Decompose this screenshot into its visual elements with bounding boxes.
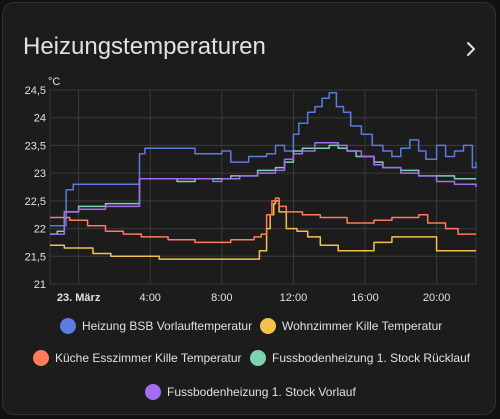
legend-item[interactable]: Fussbodenheizung 1. Stock Rücklauf [250,350,470,366]
chart-grid [49,89,477,285]
legend-label: Wohnzimmer Kille Temperatur [282,319,443,333]
x-tick-label: 12:00 [280,292,308,304]
legend-swatch [260,318,276,334]
legend-swatch [145,384,161,400]
legend-label: Fussbodenheizung 1. Stock Rücklauf [272,351,471,365]
series-line-1 [50,92,477,227]
legend-item[interactable]: Wohnzimmer Kille Temperatur [260,318,442,334]
y-tick-label: 23 [34,168,46,180]
legend-item[interactable]: Heizung BSB Vorlauftemperatur [60,318,252,334]
legend-item[interactable]: Fussbodenheizung 1. Stock Vorlauf [145,384,356,400]
x-tick-label: 4:00 [140,292,161,304]
series-line-4 [50,144,476,235]
legend-swatch [250,350,266,366]
legend-item[interactable]: Küche Esszimmer Kille Temperatur [33,350,242,366]
y-tick-label: 21 [34,279,46,291]
legend-swatch [33,350,49,366]
x-tick-label: 23. März [57,292,101,304]
x-tick-label: 16:00 [351,292,379,304]
y-tick-label: 23,5 [25,140,46,152]
series-line-2 [50,200,476,260]
legend-label: Heizung BSB Vorlauftemperatur [82,319,253,333]
legend-swatch [60,318,76,334]
line-chart: °C 24,5 24 23,5 23 22,5 22 21,5 21 23. März 4:00… [25,76,477,304]
x-axis-ticks: 23. März 4:00 8:00 12:00 16:00 20:00 [57,292,450,304]
y-tick-label: 24,5 [25,85,46,97]
x-tick-label: 20:00 [423,292,451,304]
y-tick-label: 22 [34,224,46,236]
x-tick-label: 8:00 [211,292,232,304]
y-axis-ticks: 24,5 24 23,5 23 22,5 22 21,5 21 [25,85,46,291]
legend-label: Fussbodenheizung 1. Stock Vorlauf [167,385,356,399]
y-axis-unit: °C [48,76,60,88]
chevron-right-icon[interactable] [459,37,483,61]
legend-label: Küche Esszimmer Kille Temperatur [55,351,242,365]
series-line-3 [50,197,476,244]
card-title: Heizungstemperaturen [23,33,266,60]
series-line-5 [50,141,477,235]
y-tick-label: 24 [34,113,46,125]
y-tick-label: 21,5 [25,251,46,263]
y-tick-label: 22,5 [25,196,46,208]
series-lines [50,92,477,260]
